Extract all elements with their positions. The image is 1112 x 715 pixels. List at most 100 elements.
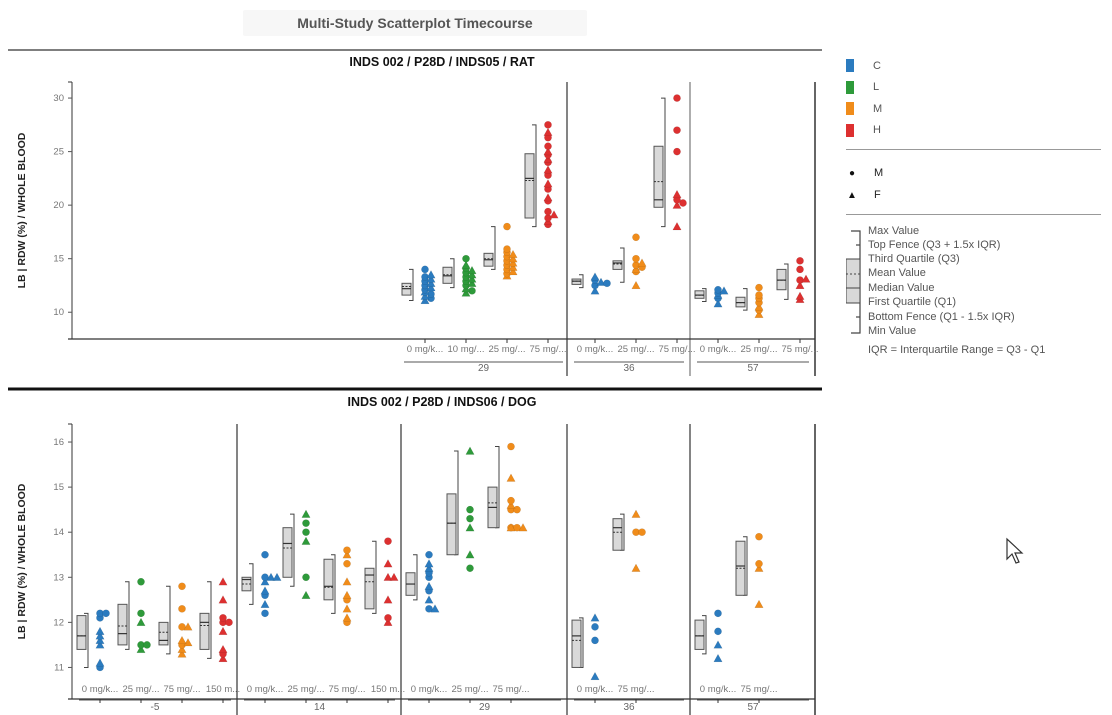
data-point-male	[632, 254, 640, 263]
whisker	[125, 581, 130, 650]
data-point-male	[544, 142, 552, 151]
x-tick-label: 75 mg/...	[659, 344, 696, 355]
x-tick-label: 0 mg/k...	[700, 684, 736, 695]
data-point-female	[95, 658, 105, 667]
data-point-female	[719, 286, 729, 295]
legend: C L M H ● M ▲ F Max Value Top Fence (Q3 + …	[846, 55, 1101, 367]
data-point-female	[383, 617, 393, 627]
data-point-male	[679, 199, 687, 207]
y-tick-label: 15	[53, 254, 64, 265]
legend-mean-label: Mean Value	[868, 267, 926, 279]
panel-title: INDS 002 / P28D / INDS06 / DOG	[348, 395, 537, 409]
x-tick-label: 25 mg/...	[123, 684, 160, 695]
whisker	[661, 97, 666, 228]
data-point-female	[467, 274, 477, 283]
x-tick-label: 150 m...	[371, 684, 405, 695]
data-point-female	[637, 258, 647, 267]
data-point-female	[672, 221, 682, 231]
data-point-female	[430, 604, 440, 613]
data-point-male	[219, 614, 227, 622]
data-point-male	[507, 442, 515, 451]
whisker	[620, 247, 625, 283]
data-point-female	[465, 446, 475, 455]
data-point-male	[755, 291, 763, 299]
legend-label: M	[874, 167, 884, 179]
data-point-female	[795, 280, 805, 290]
data-point-female	[177, 644, 187, 654]
data-point-male	[302, 573, 310, 582]
x-tick-label: 75 mg/...	[329, 684, 366, 695]
y-tick-label: 10	[53, 307, 64, 318]
data-point-male	[466, 514, 474, 523]
whisker	[702, 615, 707, 655]
x-tick-label: 25 mg/...	[741, 344, 778, 355]
data-point-male	[544, 120, 552, 129]
legend-item-l[interactable]: L	[846, 77, 1101, 99]
data-point-female	[260, 599, 270, 608]
data-point-male	[796, 256, 804, 265]
data-point-male	[714, 627, 722, 636]
whisker	[249, 563, 254, 605]
y-axis-label: LB | RDW (%) / WHOLE BLOOD	[16, 483, 28, 639]
whisker	[290, 513, 295, 587]
sex-legend: ● M ▲ F	[846, 162, 1101, 206]
legend-item-female[interactable]: ▲ F	[846, 184, 1101, 206]
box-iqr	[524, 153, 535, 219]
data-point-female	[465, 550, 475, 559]
whisker	[743, 288, 748, 311]
data-point-male	[755, 532, 763, 541]
y-axis-label: LB | RDW (%) / WHOLE BLOOD	[16, 132, 28, 288]
data-point-female	[383, 595, 393, 604]
x-tick-label: 25 mg/...	[618, 344, 655, 355]
x-tick-label: 150 m...	[206, 684, 240, 695]
data-point-male	[466, 564, 474, 573]
data-point-female	[389, 572, 399, 581]
data-point-male	[714, 285, 722, 294]
data-point-male	[544, 207, 552, 216]
iqr-note: IQR = Interquartile Range = Q3 - Q1	[868, 344, 1046, 356]
chart-panel-2: INDS 002 / P28D / INDS06 / DOG LB | RDW (…	[8, 387, 822, 715]
legend-item-h[interactable]: H	[846, 120, 1101, 142]
data-point-female	[543, 179, 553, 188]
boxplot-legend: Max Value Top Fence (Q3 + 1.5x IQR) Thir…	[846, 225, 1101, 367]
data-point-female	[301, 509, 311, 518]
data-point-female	[590, 286, 600, 295]
data-point-female	[218, 577, 228, 586]
x-tick-label: 25 mg/...	[452, 684, 489, 695]
data-point-female	[795, 291, 805, 300]
data-point-female	[596, 277, 606, 286]
data-point-male	[178, 623, 186, 631]
data-point-male	[178, 604, 186, 613]
box-iqr	[653, 145, 664, 208]
data-point-female	[301, 590, 311, 599]
data-point-female	[342, 604, 352, 613]
triangle-icon: ▲	[847, 189, 857, 201]
data-point-female	[631, 563, 641, 572]
whisker	[166, 585, 171, 655]
legend-item-m[interactable]: M	[846, 98, 1101, 120]
data-point-male	[638, 528, 646, 537]
legend-item-male[interactable]: ● M	[846, 162, 1101, 184]
data-point-female	[95, 631, 105, 640]
data-point-male	[425, 604, 433, 613]
data-point-male	[261, 573, 269, 582]
data-point-female	[467, 278, 477, 287]
data-point-male	[513, 505, 521, 514]
data-point-female	[506, 500, 516, 509]
legend-min-label: Min Value	[868, 325, 917, 337]
data-point-male	[421, 265, 429, 274]
data-point-male	[261, 609, 269, 618]
legend-item-c[interactable]: C	[846, 55, 1101, 77]
color-swatch	[846, 102, 854, 116]
data-point-female	[467, 270, 477, 279]
data-point-female	[95, 640, 105, 649]
x-tick-label: 25 mg/...	[489, 344, 526, 355]
whisker	[207, 581, 212, 659]
day-label: 36	[623, 363, 635, 374]
x-tick-label: 0 mg/k...	[82, 684, 118, 695]
data-point-male	[462, 254, 470, 263]
data-point-male	[137, 577, 145, 586]
x-tick-label: 0 mg/k...	[411, 684, 447, 695]
whisker	[491, 226, 496, 270]
